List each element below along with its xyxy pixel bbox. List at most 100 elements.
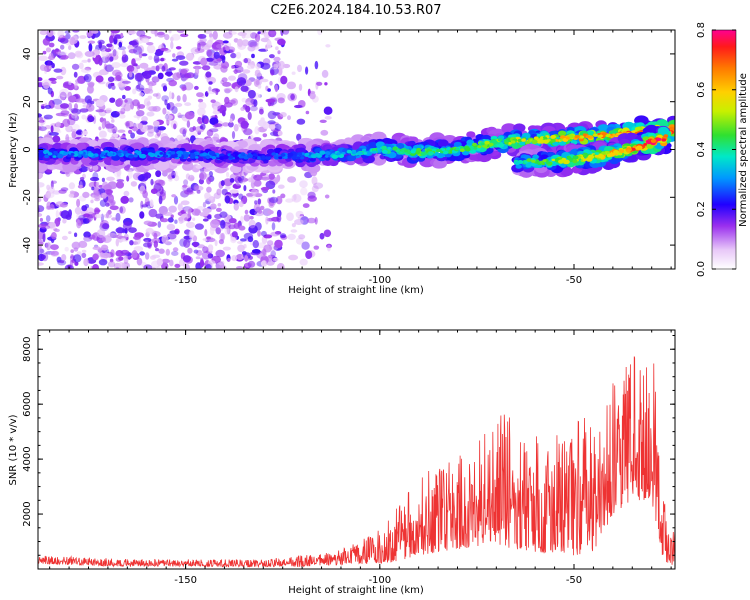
noise-blob <box>257 31 261 35</box>
noise-blob <box>309 92 316 100</box>
main-band-blob <box>325 155 329 158</box>
noise-blob <box>231 255 238 262</box>
noise-blob <box>109 35 114 44</box>
noise-blob <box>107 232 117 238</box>
noise-blob <box>161 235 169 244</box>
main-band-blob <box>550 139 556 143</box>
noise-blob <box>171 194 177 198</box>
noise-blob <box>109 56 114 62</box>
y-tick-label: 4000 <box>22 446 33 471</box>
noise-blob <box>285 198 294 203</box>
noise-blob <box>274 231 282 235</box>
noise-blob <box>311 176 318 185</box>
noise-blob <box>92 171 99 181</box>
noise-blob <box>295 210 304 219</box>
noise-blob <box>39 116 43 121</box>
noise-blob <box>217 188 222 195</box>
noise-blob <box>167 217 174 223</box>
noise-blob <box>67 52 76 60</box>
noise-blob <box>62 84 72 89</box>
noise-blob <box>188 174 195 182</box>
noise-blob <box>197 206 204 211</box>
colorbar: 0.0 0.2 0.4 0.6 0.8 Normalized spectral ampl… <box>696 22 749 277</box>
noise-blob <box>177 112 182 119</box>
noise-blob <box>120 100 127 108</box>
noise-blob <box>228 75 236 81</box>
noise-blob <box>164 49 172 53</box>
noise-blob <box>169 259 174 267</box>
main-band-blob <box>136 150 142 155</box>
secondary-band-blob <box>572 159 578 164</box>
main-band-blob <box>376 158 386 165</box>
noise-blob <box>173 123 177 130</box>
noise-blob <box>291 71 296 75</box>
noise-blob <box>69 259 74 267</box>
noise-blob <box>156 188 166 197</box>
noise-blob <box>237 244 245 253</box>
noise-blob <box>46 242 51 251</box>
main-band-blob <box>376 148 381 151</box>
noise-blob <box>270 231 280 237</box>
noise-blob <box>207 244 214 252</box>
noise-blob <box>141 53 148 57</box>
main-band-blob <box>601 132 607 136</box>
noise-blob <box>197 34 207 39</box>
noise-blob <box>71 241 81 250</box>
noise-blob <box>243 58 248 64</box>
noise-blob <box>57 51 68 57</box>
noise-blob <box>194 67 200 76</box>
noise-blob <box>166 68 173 77</box>
noise-blob <box>83 235 93 242</box>
noise-blob <box>39 226 47 233</box>
noise-blob <box>268 173 275 180</box>
noise-blob <box>204 91 209 97</box>
main-band-blob <box>287 152 294 157</box>
noise-blob <box>170 41 174 50</box>
secondary-band-blob <box>585 157 593 162</box>
noise-blob <box>286 212 294 221</box>
main-band-blob <box>488 142 494 147</box>
noise-blob <box>237 38 243 48</box>
noise-blob <box>222 122 230 127</box>
noise-blob <box>185 221 196 229</box>
noise-blob <box>113 36 118 45</box>
noise-blob <box>118 41 123 48</box>
noise-blob <box>254 72 263 77</box>
noise-blob <box>128 169 133 179</box>
noise-blob <box>138 92 145 97</box>
noise-blob <box>146 105 152 110</box>
noise-blob <box>240 85 249 92</box>
noise-blob <box>139 211 145 219</box>
noise-blob <box>48 65 52 70</box>
noise-blob <box>38 197 42 203</box>
noise-blob <box>277 50 281 55</box>
noise-blob <box>269 124 276 130</box>
noise-blob <box>120 195 129 204</box>
main-band-blob <box>586 130 594 136</box>
noise-blob <box>324 194 330 199</box>
noise-blob <box>136 65 141 70</box>
noise-blob <box>240 120 249 129</box>
noise-blob <box>71 63 80 70</box>
main-band-blob <box>154 152 160 156</box>
noise-blob <box>299 258 308 266</box>
noise-blob <box>87 58 91 63</box>
noise-blob <box>111 34 122 40</box>
main-band-blob <box>319 150 326 155</box>
noise-blob <box>144 197 150 206</box>
noise-blob <box>68 95 77 103</box>
noise-blob <box>325 44 331 48</box>
noise-blob <box>251 53 255 59</box>
noise-blob <box>157 72 164 80</box>
noise-blob <box>216 58 222 62</box>
main-band-blob <box>170 151 176 155</box>
main-band-blob <box>437 139 449 148</box>
noise-blob <box>50 250 60 257</box>
x-tick-label: -50 <box>566 575 582 586</box>
noise-blob <box>160 57 165 62</box>
noise-blob <box>257 198 261 205</box>
y-tick-label: 2000 <box>22 501 33 526</box>
noise-blob <box>50 125 54 133</box>
main-band-blob <box>234 156 240 160</box>
noise-blob <box>192 61 202 65</box>
